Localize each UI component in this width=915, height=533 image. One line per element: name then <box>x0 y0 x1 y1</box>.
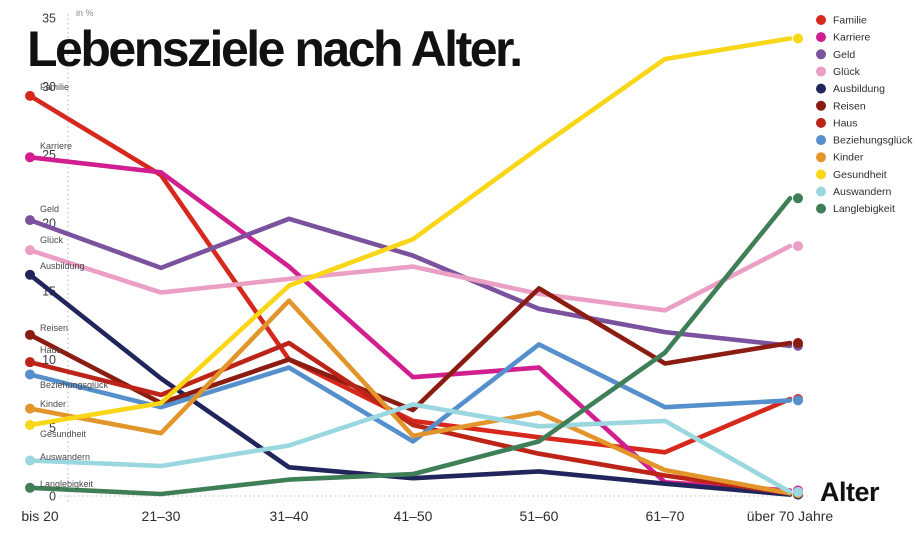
x-tick-label: bis 20 <box>21 508 59 524</box>
series-endpoint-dot-ausbildung <box>25 269 35 280</box>
x-tick-label: 61–70 <box>646 508 685 524</box>
series-start-label: Haus <box>40 345 62 355</box>
series-endpoint-dot-reisen <box>793 338 803 349</box>
series-endpoint-dot-gesundheit <box>25 419 35 430</box>
legend-swatch-geld <box>816 49 826 60</box>
series-line-geld <box>27 216 793 349</box>
x-tick-label: 51–60 <box>520 508 559 524</box>
series-line-langlebigkeit <box>27 196 793 497</box>
series-start-label: Glück <box>40 235 64 245</box>
legend-swatch-gesundheit <box>816 169 826 180</box>
x-tick-label: 41–50 <box>394 508 433 524</box>
y-axis-unit-label: in % <box>76 8 94 18</box>
legend-swatch-haus <box>816 117 826 128</box>
legend-label: Karriere <box>833 32 871 44</box>
series-endpoint-dot-glück <box>25 245 35 256</box>
series-line-familie <box>27 93 793 455</box>
legend-label: Geld <box>833 49 855 61</box>
series-endpoint-dot-gesundheit <box>793 33 803 44</box>
legend-label: Glück <box>833 66 861 78</box>
legend-label: Familie <box>833 15 867 27</box>
series-endpoint-dot-familie <box>25 90 35 101</box>
series-start-label: Beziehungsglück <box>40 380 109 390</box>
series-line-kinder <box>27 298 793 496</box>
series-start-label: Familie <box>40 82 69 92</box>
x-tick-label: 21–30 <box>142 508 181 524</box>
legend-swatch-reisen <box>816 100 826 111</box>
series-start-label: Karriere <box>40 141 72 151</box>
y-tick-label: 35 <box>42 12 56 26</box>
legend-label: Reisen <box>833 100 866 112</box>
y-tick-label: 0 <box>49 490 56 504</box>
series-start-label: Auswandern <box>40 452 90 462</box>
legend-swatch-karriere <box>816 32 826 43</box>
series-endpoint-dot-langlebigkeit <box>25 482 35 493</box>
series-endpoint-dot-reisen <box>25 329 35 340</box>
legend-swatch-auswandern <box>816 186 826 197</box>
series-start-label: Langlebigkeit <box>40 479 94 489</box>
x-tick-label: über 70 Jahre <box>747 508 834 524</box>
y-tick-label: 5 <box>49 421 56 435</box>
legend-swatch-langlebigkeit <box>816 203 826 214</box>
series-start-label: Geld <box>40 204 59 214</box>
series-endpoint-dot-kinder <box>25 403 35 414</box>
series-line-beziehungsglück <box>27 342 793 444</box>
series-endpoint-dot-karriere <box>25 152 35 163</box>
legend-swatch-familie <box>816 15 826 25</box>
series-endpoint-dot-auswandern <box>793 486 803 497</box>
series-line-ausbildung <box>27 272 793 497</box>
x-tick-label: 31–40 <box>270 508 309 524</box>
x-axis-title: Alter <box>820 477 880 507</box>
series-line-auswandern <box>27 402 793 495</box>
legend-label: Auswandern <box>833 186 892 198</box>
series-endpoint-dot-auswandern <box>25 455 35 466</box>
legend-label: Beziehungsglück <box>833 135 913 147</box>
series-endpoint-dot-haus <box>25 357 35 368</box>
legend-swatch-ausbildung <box>816 83 826 94</box>
series-endpoint-dot-glück <box>793 241 803 252</box>
legend-label: Kinder <box>833 152 864 164</box>
legend-label: Haus <box>833 117 858 129</box>
series-endpoint-dot-beziehungsglück <box>25 369 35 380</box>
series-line-glück <box>27 243 793 313</box>
y-tick-label: 10 <box>42 353 56 367</box>
legend-label: Gesundheit <box>833 169 887 181</box>
legend-swatch-glück <box>816 66 826 77</box>
series-endpoint-dot-geld <box>25 215 35 226</box>
series-start-label: Kinder <box>40 399 66 409</box>
legend-label: Ausbildung <box>833 83 885 95</box>
series-endpoint-dot-beziehungsglück <box>793 395 803 406</box>
legend-swatch-kinder <box>816 152 826 163</box>
chart-title: Lebensziele nach Alter. <box>27 21 523 77</box>
series-line-haus <box>27 340 793 496</box>
y-tick-label: 30 <box>42 80 56 94</box>
series-start-label: Ausbildung <box>40 261 85 271</box>
series-start-label: Reisen <box>40 323 68 333</box>
legend-label: Langlebigkeit <box>833 203 895 215</box>
legend-swatch-beziehungsglück <box>816 135 826 146</box>
series-line-gesundheit <box>27 36 793 428</box>
series-endpoint-dot-langlebigkeit <box>793 193 803 204</box>
series-start-label: Gesundheit <box>40 429 87 439</box>
